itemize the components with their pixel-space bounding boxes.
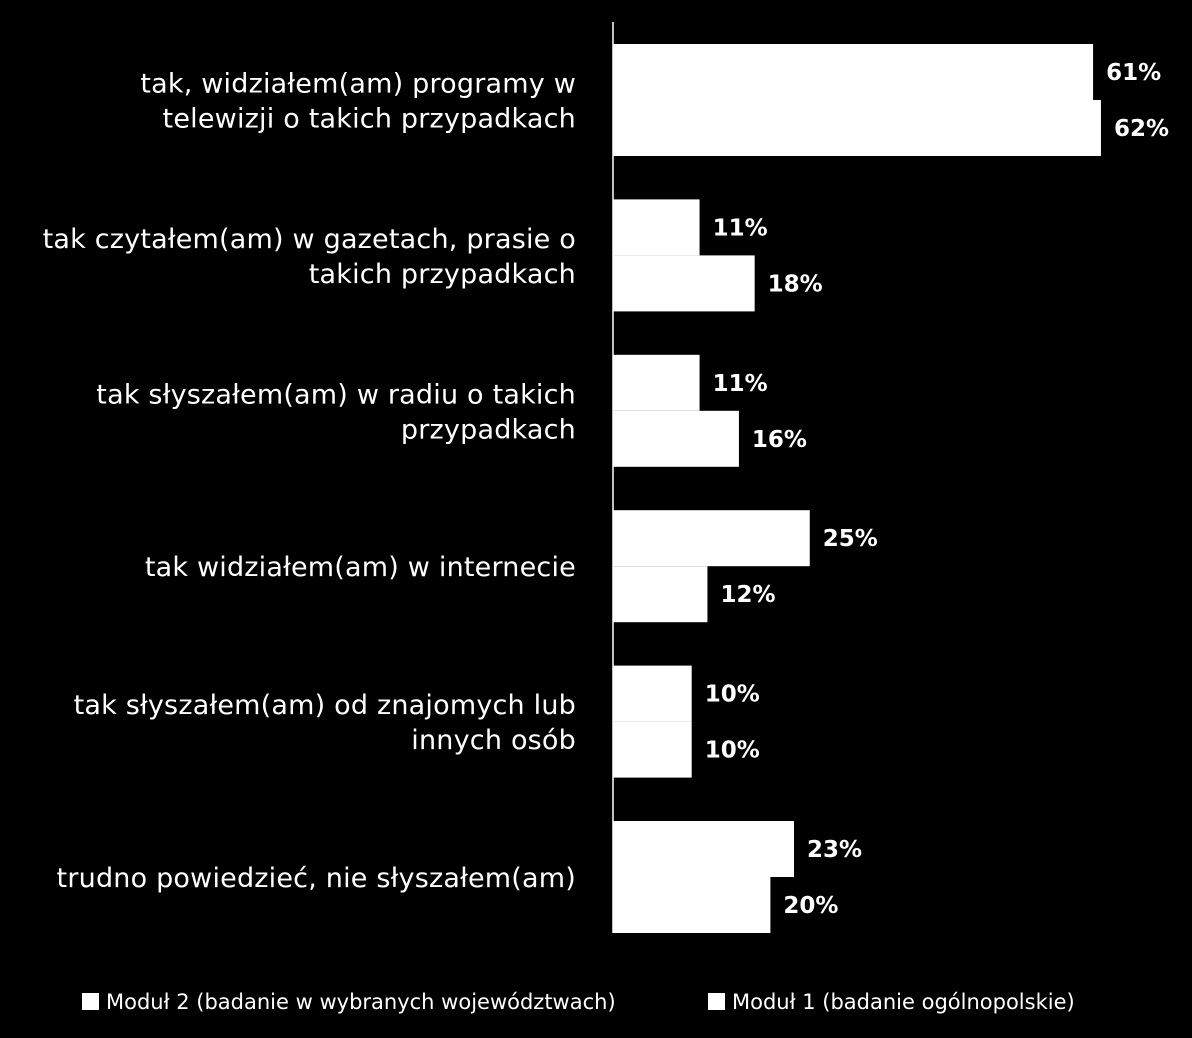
value-labels-layer: 61% 62% 11% 18% 11% 16% 25% 12% 10% 10% 23% 20% <box>705 60 1169 919</box>
legend-entry: Moduł 2 (badanie w wybranych województwa… <box>106 990 616 1014</box>
data-label: 10% <box>705 738 760 764</box>
legend: Moduł 2 (badanie w wybranych województwa… <box>82 990 1075 1014</box>
legend-swatch <box>82 993 99 1010</box>
category-label: tak słyszałem(am) w radiu o takich <box>96 379 576 410</box>
bar-series-1-cat-1 <box>613 44 1094 100</box>
bar-series-2-cat-1 <box>613 100 1101 156</box>
category-label: tak, widziałem(am) programy w <box>140 69 576 100</box>
data-label: 11% <box>713 215 768 241</box>
category-label: innych osób <box>411 725 576 756</box>
legend-swatch <box>708 993 725 1010</box>
legend-entry: Moduł 1 (badanie ogólnopolskie) <box>732 990 1075 1014</box>
category-label: takich przypadkach <box>309 259 576 290</box>
data-label: 25% <box>823 526 878 552</box>
bar-series-2-cat-4 <box>613 566 708 623</box>
data-label: 16% <box>752 427 807 453</box>
bar-series-2-cat-2 <box>613 255 755 312</box>
bar-series-1-cat-6 <box>613 821 795 877</box>
category-label: przypadkach <box>401 414 576 445</box>
data-label: 10% <box>705 682 760 708</box>
data-label: 11% <box>713 371 768 397</box>
data-label: 20% <box>783 893 838 919</box>
bar-series-1-cat-5 <box>613 665 692 722</box>
category-label: tak słyszałem(am) od znajomych lub <box>74 690 576 721</box>
bar-series-1-cat-2 <box>613 199 700 256</box>
data-label: 18% <box>768 271 823 297</box>
bars-layer <box>613 44 1101 933</box>
category-label: tak czytałem(am) w gazetach, prasie o <box>43 224 576 255</box>
bar-series-1-cat-4 <box>613 510 810 567</box>
bar-series-1-cat-3 <box>613 354 700 411</box>
category-labels-layer: tak, widziałem(am) programy w telewizji o… <box>43 69 576 895</box>
bar-series-2-cat-3 <box>613 410 739 467</box>
data-label: 23% <box>807 837 862 863</box>
data-label: 12% <box>720 582 775 608</box>
category-label: tak widziałem(am) w internecie <box>145 552 576 583</box>
bar-series-2-cat-6 <box>613 877 771 933</box>
data-label: 61% <box>1106 60 1161 86</box>
category-label: telewizji o takich przypadkach <box>163 104 576 135</box>
data-label: 62% <box>1114 116 1169 142</box>
category-label: trudno powiedzieć, nie słyszałem(am) <box>57 863 576 894</box>
bar-series-2-cat-5 <box>613 721 692 778</box>
